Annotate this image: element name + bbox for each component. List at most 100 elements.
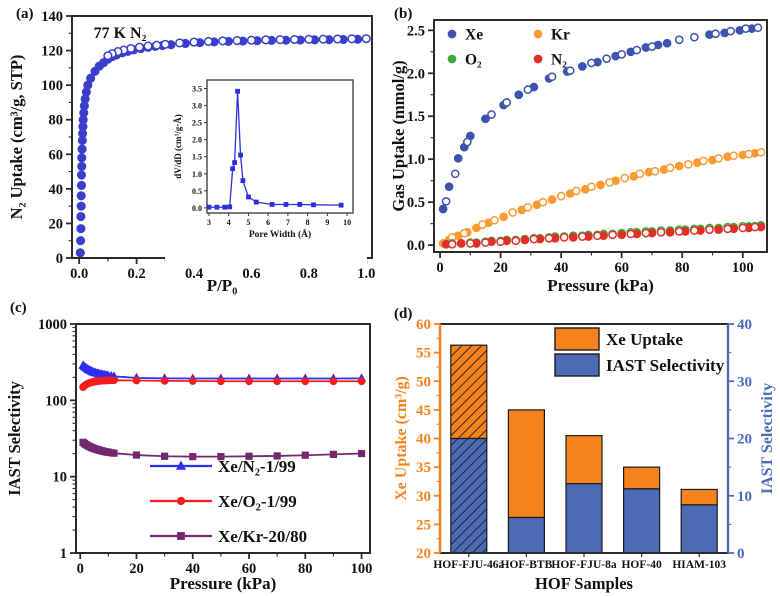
svg-text:9: 9 <box>325 218 329 227</box>
panel-b-series-N2-desorption <box>447 222 760 249</box>
panel-a-inset: 3 4 5 6 7 8 9 10 0.0 0.5 1.0 1.5 2.0 2.5 3.0 3.5 Pore Wi… <box>165 68 367 265</box>
svg-text:1.0: 1.0 <box>357 266 375 282</box>
panel-d-x-axis-title: HOF Samples <box>535 574 634 593</box>
svg-text:Kr: Kr <box>551 27 570 44</box>
svg-text:40: 40 <box>737 317 752 333</box>
panel-a-series-desorption <box>103 34 371 61</box>
svg-text:O₂: O₂ <box>465 52 482 69</box>
svg-text:10: 10 <box>343 218 351 227</box>
svg-text:N₂: N₂ <box>551 52 567 69</box>
panel-c-series-Xe-Kr-20-80 <box>79 438 366 461</box>
svg-text:2.5: 2.5 <box>407 23 425 39</box>
svg-text:Xe: Xe <box>465 27 483 44</box>
svg-text:0: 0 <box>436 260 443 276</box>
svg-text:100: 100 <box>732 260 754 276</box>
svg-text:30: 30 <box>737 374 752 390</box>
svg-text:60: 60 <box>242 561 257 577</box>
inset-y-axis-title: dV/dD (cm³/g·Å) <box>173 114 183 178</box>
svg-text:40: 40 <box>416 432 431 448</box>
panel-d-y-axis-right: 0 10 20 30 40 <box>728 317 752 562</box>
panel-b-label: (b) <box>394 6 413 22</box>
category-label-HOF-40: HOF-40 <box>621 559 661 571</box>
svg-text:0.4: 0.4 <box>185 266 203 282</box>
inset-frame <box>206 79 354 214</box>
panel-d-legend: Xe Uptake IAST Selectivity <box>554 327 725 377</box>
panel-b-x-axis: 0 20 40 60 80 100 <box>436 252 754 276</box>
panel-b-y-axis-title: Gas Uptake (mmol/g) <box>390 60 408 211</box>
bar-iast-selectivity-HIAM-103 <box>680 504 718 554</box>
svg-text:2.0: 2.0 <box>407 66 425 82</box>
panel-c-legend: Xe/N₂-1/99 Xe/O₂-1/99 Xe/Kr-20/80 <box>150 457 307 546</box>
svg-text:Xe/Kr-20/80: Xe/Kr-20/80 <box>218 527 307 546</box>
panel-a-y-axis-title: N₂ Uptake (cm³/g, STP) <box>7 55 26 220</box>
svg-text:25: 25 <box>416 517 431 533</box>
svg-text:55: 55 <box>416 346 431 362</box>
panel-c-series-Xe-O2-1-99 <box>79 376 366 391</box>
svg-text:Xe/N₂-1/99: Xe/N₂-1/99 <box>218 457 296 476</box>
panel-b-series-Kr-desorption <box>447 147 766 242</box>
svg-text:35: 35 <box>416 460 431 476</box>
svg-text:2.5: 2.5 <box>192 119 202 128</box>
svg-text:4: 4 <box>227 218 231 227</box>
panel-b-series-Kr-adsorption <box>438 148 760 248</box>
panel-a-chart: 0.0 0.2 0.4 0.6 0.8 1.0 0 20 40 60 80 100 120 140 P/P₀… <box>7 9 375 295</box>
svg-text:80: 80 <box>675 260 690 276</box>
svg-text:0: 0 <box>56 251 63 267</box>
bar-iast-selectivity-HOF-FJU-8a <box>565 483 603 554</box>
svg-text:1.5: 1.5 <box>407 109 425 125</box>
svg-text:20: 20 <box>129 561 144 577</box>
panel-b-series-N2-adsorption <box>441 222 766 249</box>
svg-text:10: 10 <box>53 470 68 486</box>
bar-xe-uptake-HOF-FJU-46a <box>450 344 488 440</box>
svg-text:20: 20 <box>493 260 508 276</box>
bar-iast-selectivity-HOF-BTB <box>507 516 546 554</box>
svg-text:140: 140 <box>41 9 63 25</box>
panel-b-x-axis-title: Pressure (kPa) <box>547 276 654 295</box>
panel-b-y-axis: 0.0 0.5 1.0 1.5 2.0 2.5 <box>407 23 434 254</box>
svg-text:0.8: 0.8 <box>300 266 318 282</box>
panel-c-frame <box>75 323 371 554</box>
svg-text:20: 20 <box>49 216 64 232</box>
svg-text:7: 7 <box>286 218 290 227</box>
panel-c-x-axis-title: Pressure (kPa) <box>170 574 277 593</box>
svg-text:1.0: 1.0 <box>192 170 202 179</box>
panel-b-series-Xe-desorption <box>441 23 763 206</box>
panel-d-y-axis-title-left: Xe Uptake (cm³/g) <box>393 376 410 501</box>
svg-text:0.5: 0.5 <box>192 187 202 196</box>
svg-text:IAST Selectivity: IAST Selectivity <box>606 356 725 375</box>
inset-x-axis-title: Pore Width (Å) <box>249 228 311 240</box>
svg-text:0.5: 0.5 <box>407 195 425 211</box>
svg-text:0.6: 0.6 <box>242 266 260 282</box>
panel-a-label: (a) <box>16 6 34 22</box>
panel-a-annotation: 77 K N₂ <box>94 25 147 42</box>
category-label-HOF-BTB: HOF-BTB <box>501 559 553 571</box>
svg-text:8: 8 <box>306 218 310 227</box>
svg-text:60: 60 <box>416 317 431 333</box>
svg-text:1000: 1000 <box>38 317 67 333</box>
svg-text:3.5: 3.5 <box>192 85 202 94</box>
bar-iast-selectivity-HOF-FJU-46a <box>450 437 488 554</box>
panel-a-y-axis: 0 20 40 60 80 100 120 140 <box>41 9 72 267</box>
svg-text:6: 6 <box>266 218 270 227</box>
bar-iast-selectivity-HOF-40 <box>623 488 661 554</box>
panel-c-chart: 0 20 40 60 80 100 1 10 100 1000 Pressure (kPa) IAST… <box>5 317 373 593</box>
svg-text:100: 100 <box>351 561 373 577</box>
bar-xe-uptake-HOF-40 <box>623 466 661 490</box>
panel-a-x-axis-title: P/P₀ <box>207 276 238 295</box>
svg-text:100: 100 <box>45 393 67 409</box>
bar-xe-uptake-HOF-BTB <box>507 409 546 519</box>
panel-b-frame <box>433 19 768 253</box>
panel-b-chart: 0 20 40 60 80 100 0.0 0.5 1.0 1.5 2.0 2.5 Pressure (… <box>390 19 768 295</box>
svg-text:120: 120 <box>41 44 63 60</box>
category-label-HOF-FJU-46a: HOF-FJU-46a <box>433 559 504 571</box>
svg-text:0.0: 0.0 <box>192 204 202 213</box>
svg-text:Xe Uptake: Xe Uptake <box>606 330 683 349</box>
svg-text:0.0: 0.0 <box>407 238 425 254</box>
svg-text:0: 0 <box>77 561 84 577</box>
panel-b-legend: Xe Kr O₂ N₂ <box>447 27 570 69</box>
category-label-HIAM-103: HIAM-103 <box>672 559 726 571</box>
svg-text:5: 5 <box>246 218 250 227</box>
svg-text:40: 40 <box>49 182 64 198</box>
